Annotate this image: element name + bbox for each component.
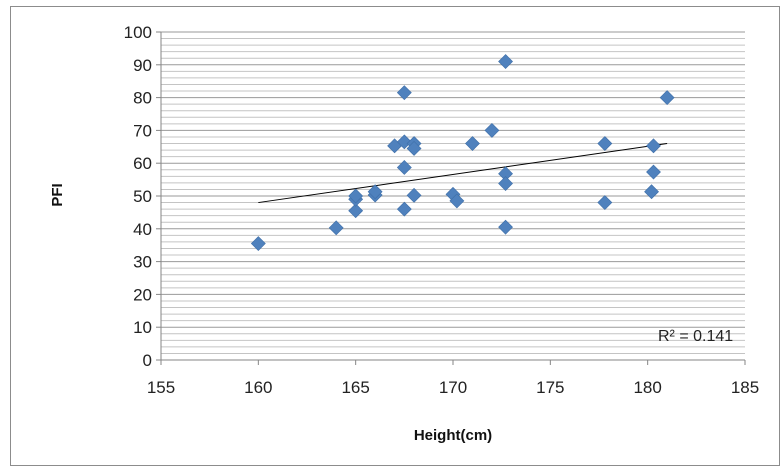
x-tick-label: 175	[536, 378, 564, 397]
y-tick-label: 80	[133, 89, 152, 108]
x-tick-label: 170	[439, 378, 467, 397]
data-points	[251, 55, 674, 251]
data-point	[397, 160, 411, 174]
y-tick-label: 10	[133, 318, 152, 337]
data-point	[660, 91, 674, 105]
data-point	[647, 139, 661, 153]
data-point	[465, 137, 479, 151]
data-point	[645, 185, 659, 199]
data-point	[598, 137, 612, 151]
y-tick-label: 90	[133, 56, 152, 75]
x-axis-title: Height(cm)	[414, 427, 492, 444]
x-tick-label: 160	[244, 378, 272, 397]
y-axis-title: PFI	[49, 183, 66, 206]
trendline	[258, 144, 667, 203]
y-tick-label: 50	[133, 187, 152, 206]
x-tick-label: 185	[731, 378, 759, 397]
x-tick-label: 180	[633, 378, 661, 397]
y-tick-label: 20	[133, 285, 152, 304]
data-point	[647, 165, 661, 179]
data-point	[407, 188, 421, 202]
data-point	[397, 202, 411, 216]
y-tick-label: 60	[133, 154, 152, 173]
trendline-layer	[258, 144, 667, 203]
data-point	[485, 123, 499, 137]
data-point	[499, 55, 513, 69]
x-tick-label: 155	[147, 378, 175, 397]
data-point	[329, 221, 343, 235]
y-tick-label: 40	[133, 220, 152, 239]
x-tick-label: 165	[341, 378, 369, 397]
r-squared-annotation: R² = 0.141	[658, 328, 733, 345]
y-tick-label: 0	[143, 351, 152, 370]
data-point	[499, 177, 513, 191]
y-tick-label: 30	[133, 253, 152, 272]
y-tick-label: 70	[133, 121, 152, 140]
data-point	[598, 196, 612, 210]
y-tick-label: 100	[124, 23, 152, 42]
